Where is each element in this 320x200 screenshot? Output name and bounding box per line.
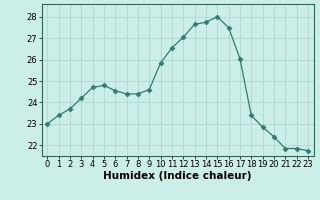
X-axis label: Humidex (Indice chaleur): Humidex (Indice chaleur) [103, 171, 252, 181]
